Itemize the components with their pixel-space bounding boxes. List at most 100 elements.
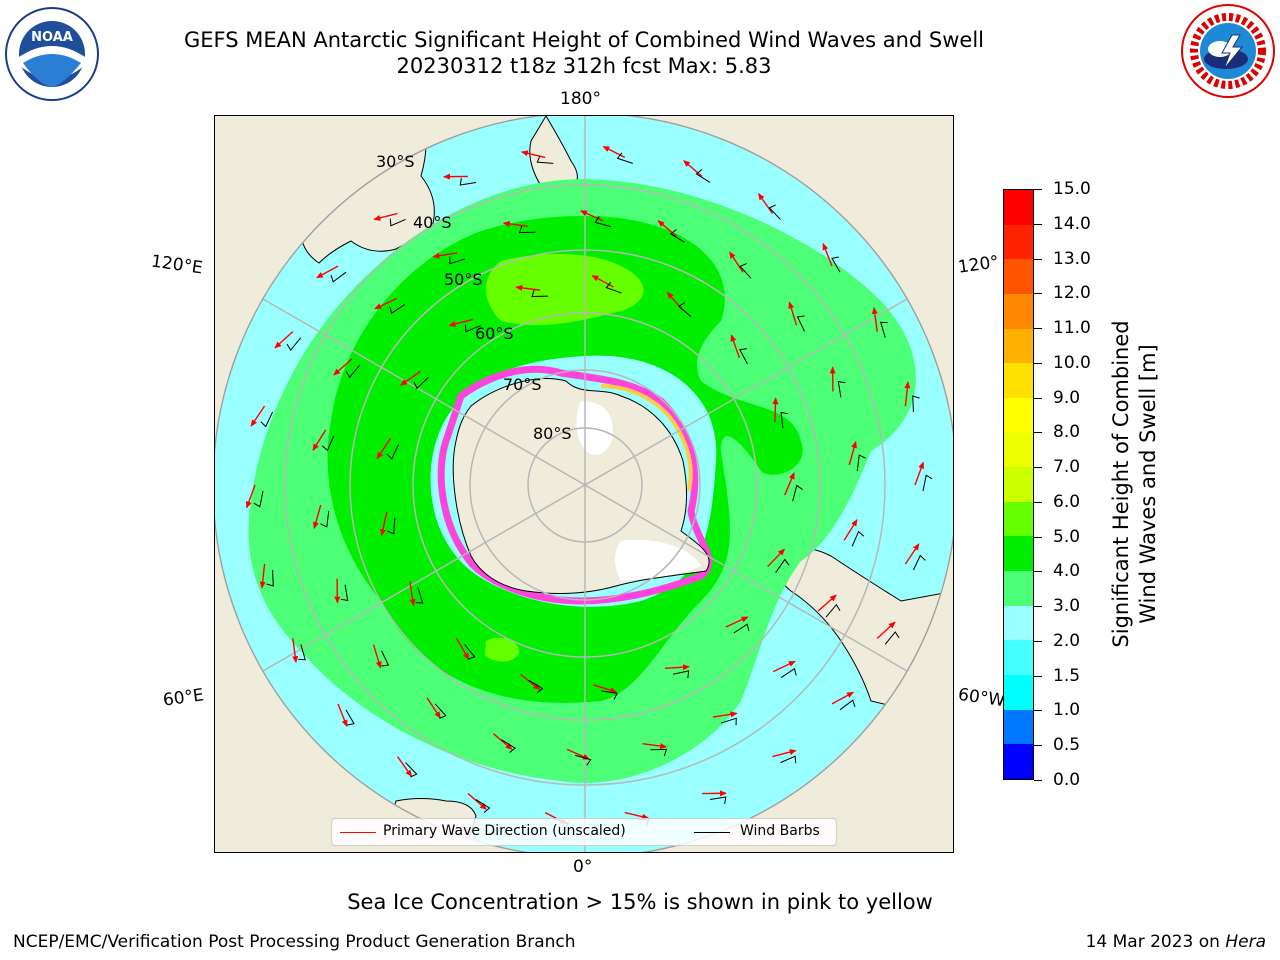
wave-direction-arrow	[455, 637, 470, 660]
lat-label-50s: 50°S	[444, 270, 483, 289]
wave-direction-arrow	[292, 638, 299, 664]
wave-direction-arrow	[579, 210, 604, 222]
wave-direction-arrow	[374, 297, 398, 310]
wave-direction-arrow	[871, 306, 878, 332]
wave-direction-arrow	[831, 691, 854, 705]
colorbar-title-line2: Wind Waves and Swell [m]	[1136, 344, 1160, 624]
colorbar-tick-label: 14.0	[1053, 213, 1091, 234]
colorbar-tick-mark	[1034, 293, 1042, 295]
wave-region-5-6m	[486, 254, 644, 326]
wind-barb	[605, 281, 622, 294]
lon-label-lower-left: 60°E	[161, 685, 206, 711]
lat-label-30s: 30°S	[376, 152, 415, 171]
wave-direction-arrow	[767, 548, 786, 568]
colorbar-tick-mark	[1034, 640, 1042, 642]
map-subtitle: 20230312 t18z 312h fcst Max: 5.83	[396, 54, 772, 78]
wave-direction-arrow	[333, 358, 353, 376]
wave-direction-arrow	[376, 438, 392, 460]
wind-barb	[345, 709, 355, 726]
wind-barb	[672, 670, 690, 678]
wind-barb	[733, 623, 750, 634]
wind-barb	[739, 263, 752, 279]
colorbar-tick-mark	[1034, 536, 1042, 538]
wind-barb	[670, 229, 685, 243]
colorbar-tick-label: 6.0	[1053, 491, 1081, 512]
wave-direction-arrow	[316, 265, 339, 279]
colorbar-segment	[1004, 258, 1033, 294]
colorbar-tick-mark	[1034, 223, 1042, 225]
colorbar-segment	[1004, 709, 1033, 745]
colorbar-tick-label: 7.0	[1053, 457, 1081, 478]
wave-direction-arrow	[822, 242, 833, 267]
wind-barb	[796, 315, 805, 332]
wave-direction-arrow	[312, 504, 322, 530]
lat-label-40s: 40°S	[413, 213, 452, 232]
wind-barb	[475, 799, 491, 813]
wave-direction-arrow	[843, 519, 858, 541]
footer-credit: NCEP/EMC/Verification Post Processing Pr…	[13, 932, 576, 952]
colorbar-segment	[1004, 639, 1033, 676]
wind-barb	[381, 650, 390, 667]
wind-barb	[415, 587, 424, 604]
wave-direction-arrow	[602, 145, 626, 159]
wave-direction-arrow	[426, 697, 441, 719]
colorbar-segment	[1004, 224, 1033, 260]
lon-label-lower-right: 60°W	[956, 684, 1007, 712]
lon-label-upper-left: 120°E	[149, 251, 204, 279]
colorbar-segment	[1004, 362, 1033, 398]
wind-barb	[286, 337, 302, 351]
colorbar-tick-label: 1.5	[1053, 665, 1081, 686]
colorbar-tick-label: 4.0	[1053, 561, 1081, 582]
colorbar-tick-mark	[1034, 362, 1042, 364]
wind-barb	[678, 302, 692, 318]
wind-barb	[464, 644, 476, 660]
wave-direction-arrow	[730, 334, 741, 359]
colorbar-tick-mark	[1034, 710, 1042, 712]
colorbar-title-line1: Significant Height of Combined	[1109, 320, 1133, 648]
colorbar-segment	[1004, 535, 1033, 572]
wind-barb	[340, 584, 349, 602]
colorbar-segment	[1004, 190, 1033, 225]
footer-date: 14 Mar 2023 on Hera	[1086, 932, 1266, 952]
wind-barb	[320, 510, 330, 528]
colorbar-tick-label: 11.0	[1053, 318, 1091, 339]
wind-barb	[839, 699, 856, 711]
wind-barb	[386, 444, 399, 460]
wave-direction-arrow	[400, 370, 421, 386]
colorbar-segment	[1004, 570, 1033, 606]
nws-logo	[1181, 4, 1275, 98]
wave-region-5-6m-b	[485, 637, 520, 662]
wind-barb	[298, 644, 306, 661]
wind-barb	[266, 569, 274, 587]
wave-direction-arrow	[591, 275, 614, 288]
wind-barb	[922, 474, 933, 492]
colorbar-segment	[1004, 501, 1033, 537]
wave-direction-arrow	[566, 748, 591, 760]
wave-direction-arrow	[515, 284, 541, 291]
wave-direction-arrow	[492, 733, 513, 750]
wind-barb	[739, 348, 748, 365]
legend-wind-barbs-label: Wind Barbs	[740, 823, 820, 839]
colorbar-tick-label: 5.0	[1053, 526, 1081, 547]
wave-direction-arrow	[380, 511, 388, 537]
wave-direction-arrow	[729, 251, 744, 273]
wind-barb	[650, 748, 668, 757]
wind-barb	[792, 484, 803, 502]
primary-wave-direction-arrows	[246, 145, 924, 825]
wind-barb	[389, 303, 406, 315]
wind-barb	[464, 324, 481, 333]
wave-direction-arrow	[624, 811, 650, 820]
lat-label-80s: 80°S	[533, 424, 572, 443]
wave-direction-arrow	[520, 150, 546, 159]
wind-barb	[775, 558, 790, 573]
noaa-logo: NOAA	[5, 7, 99, 101]
wind-barb	[720, 717, 737, 726]
colorbar-tick-mark	[1034, 467, 1042, 469]
colorbar-tick-mark	[1034, 745, 1042, 747]
wave-direction-arrow	[642, 743, 668, 750]
colorbar-tick-mark	[1034, 397, 1042, 399]
wind-barb	[825, 603, 841, 618]
colorbar-segment	[1004, 605, 1033, 641]
colorbar-tick-label: 10.0	[1053, 352, 1091, 373]
wave-direction-arrow	[337, 703, 348, 728]
